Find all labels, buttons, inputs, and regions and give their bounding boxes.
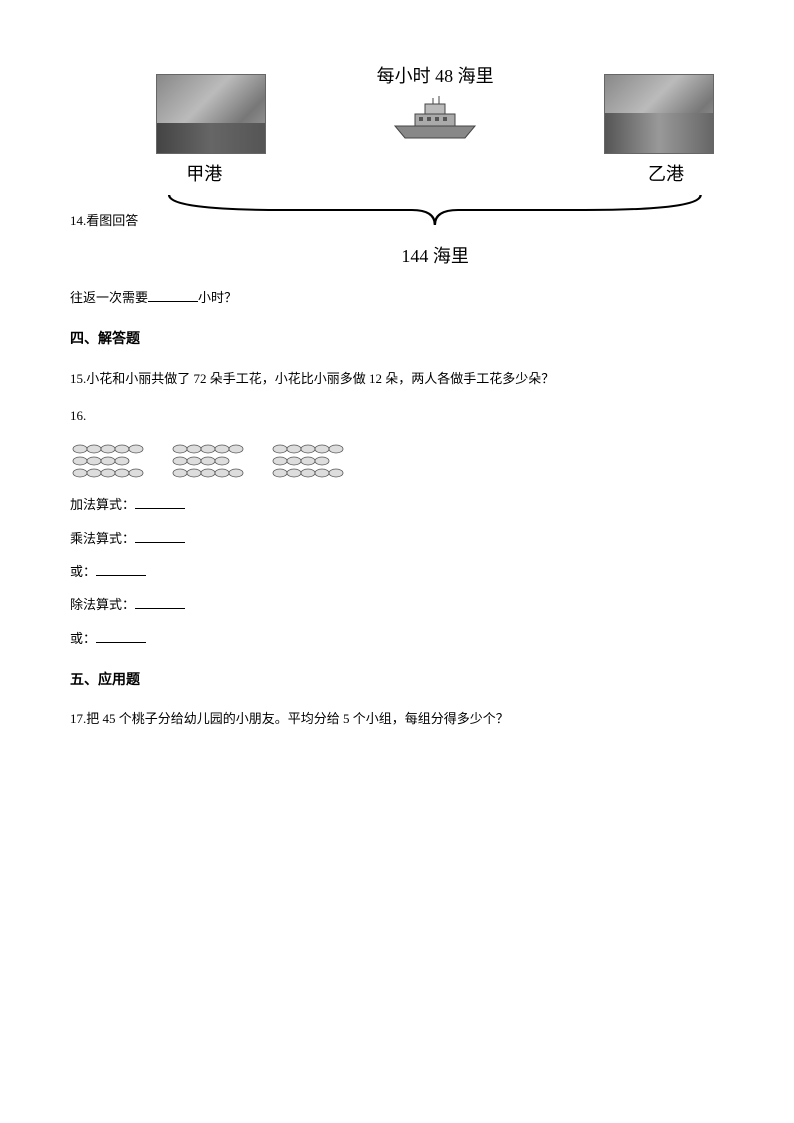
port-a-image <box>156 74 266 154</box>
q17-text: 17.把 45 个桃子分给幼儿园的小朋友。平均分给 5 个小组，每组分得多少个？ <box>70 707 724 730</box>
q16-mul-blank <box>135 529 185 543</box>
port-labels-row: 甲港 乙港 <box>146 154 724 190</box>
q14-label: 14.看图回答 <box>70 209 138 272</box>
q16-add-line: 加法算式： <box>70 493 724 516</box>
q14-question: 往返一次需要小时？ <box>70 286 724 309</box>
port-b-label: 乙港 <box>648 158 684 190</box>
diagram-center: 每小时 48 海里 <box>377 60 494 154</box>
distance-label: 144 海里 <box>146 240 724 272</box>
leaf-group-3 <box>270 441 352 479</box>
speed-label: 每小时 48 海里 <box>377 60 494 92</box>
q16-or2-line: 或： <box>70 627 724 650</box>
diagram-top-row: 每小时 48 海里 <box>146 60 724 154</box>
q16-or2-blank <box>96 629 146 643</box>
q16-div-blank <box>135 595 185 609</box>
q16-mul-line: 乘法算式： <box>70 527 724 550</box>
q14-blank <box>148 288 198 302</box>
q16-add-blank <box>135 495 185 509</box>
q15-text: 15.小花和小丽共做了 72 朵手工花，小花比小丽多做 12 朵，两人各做手工花… <box>70 367 724 390</box>
leaf-group-2 <box>170 441 252 479</box>
q14-container: 14.看图回答 每小时 48 海里 甲港 <box>70 60 724 272</box>
q16-label: 16. <box>70 404 724 427</box>
q16-or1-line: 或： <box>70 560 724 583</box>
brace-icon <box>146 190 724 230</box>
section4-title: 四、解答题 <box>70 327 724 352</box>
ship-icon <box>385 96 485 141</box>
q16-div-line: 除法算式： <box>70 593 724 616</box>
section5-title: 五、应用题 <box>70 668 724 693</box>
leaf-group-1 <box>70 441 152 479</box>
q16-groups <box>70 441 724 479</box>
port-a-label: 甲港 <box>186 158 222 190</box>
port-b-image <box>604 74 714 154</box>
q16-or1-blank <box>96 562 146 576</box>
q14-diagram: 每小时 48 海里 甲港 乙港 144 海 <box>146 60 724 272</box>
